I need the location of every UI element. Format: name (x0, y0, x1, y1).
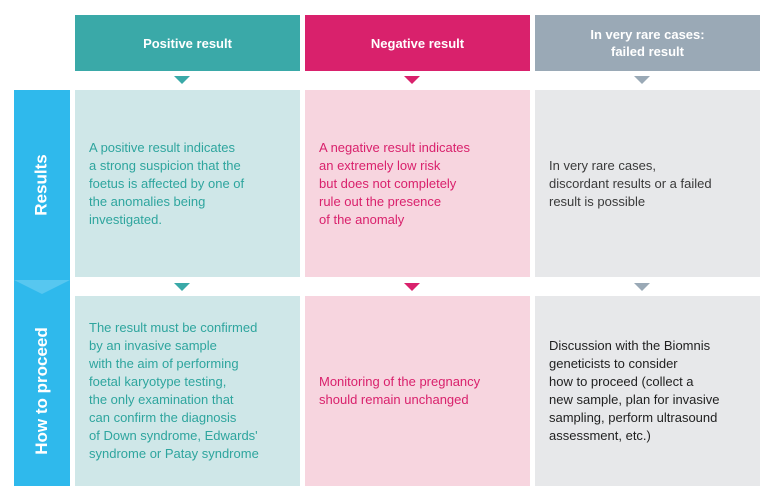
header-positive-result: Positive result (75, 15, 300, 71)
row-divider-chevron-icon (14, 280, 70, 294)
row-label-results-text: Results (32, 154, 52, 216)
proceed-positive-text: The result must be confirmed by an invas… (89, 320, 259, 461)
row-label-how-to-proceed: How to proceed (14, 296, 70, 486)
proceed-failed-cell: Discussion with the Biomnis geneticists … (535, 296, 760, 486)
results-positive-cell: A positive result indicates a strong sus… (75, 90, 300, 277)
results-positive-text: A positive result indicates a strong sus… (89, 139, 245, 227)
proceed-negative-text: Monitoring of the pregnancy should remai… (319, 374, 481, 407)
proceed-failed-text: Discussion with the Biomnis geneticists … (549, 338, 720, 443)
arrow-down-icon (174, 76, 190, 84)
proceed-positive-cell: The result must be confirmed by an invas… (75, 296, 300, 486)
header-failed-result: In very rare cases: failed result (535, 15, 760, 71)
results-negative-cell: A negative result indicates an extremely… (305, 90, 530, 277)
row-label-how-to-proceed-text: How to proceed (32, 327, 52, 455)
arrow-down-icon (404, 76, 420, 84)
results-failed-cell: In very rare cases, discordant results o… (535, 90, 760, 277)
row-label-results: Results (14, 90, 70, 280)
arrow-down-icon (404, 283, 420, 291)
arrow-down-icon (174, 283, 190, 291)
header-failed-label: In very rare cases: failed result (590, 27, 705, 59)
header-negative-result: Negative result (305, 15, 530, 71)
proceed-negative-cell: Monitoring of the pregnancy should remai… (305, 296, 530, 486)
header-negative-label: Negative result (370, 35, 465, 51)
arrow-down-icon (634, 76, 650, 84)
results-failed-text: In very rare cases, discordant results o… (549, 157, 712, 209)
header-positive-label: Positive result (143, 35, 232, 51)
results-negative-text: A negative result indicates an extremely… (319, 139, 471, 227)
arrow-down-icon (634, 283, 650, 291)
